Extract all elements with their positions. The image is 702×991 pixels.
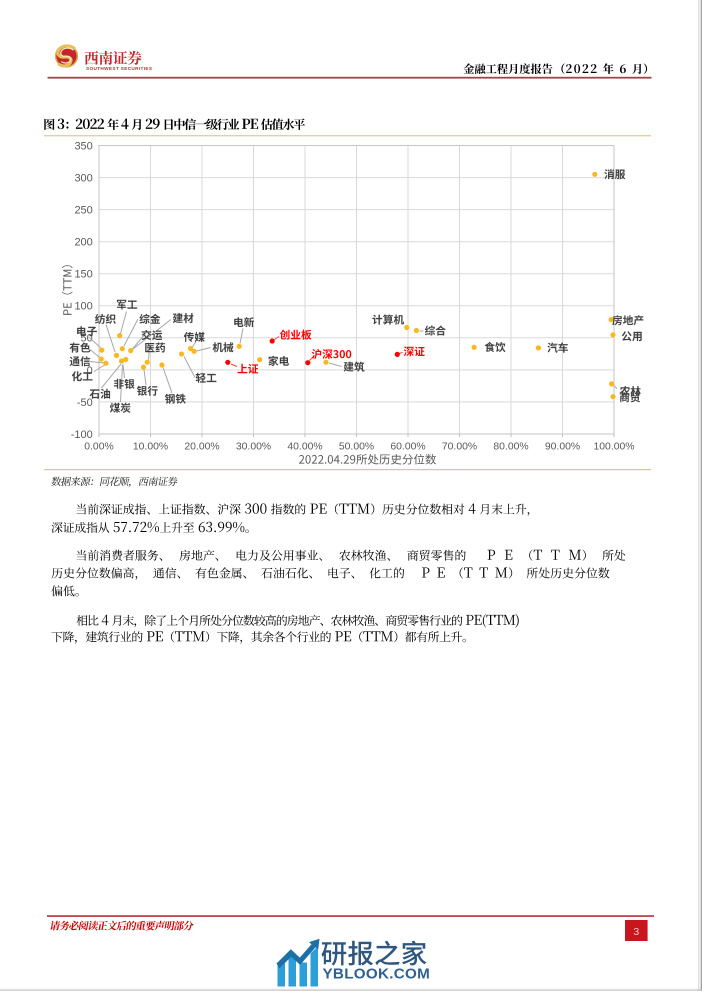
svg-text:150: 150	[74, 269, 92, 281]
svg-text:300: 300	[74, 173, 92, 185]
svg-text:40.00%: 40.00%	[287, 442, 322, 453]
svg-text:50.00%: 50.00%	[339, 442, 374, 453]
svg-text:10.00%: 10.00%	[133, 442, 168, 453]
svg-text:100.00%: 100.00%	[593, 442, 634, 453]
svg-text:20.00%: 20.00%	[184, 442, 219, 453]
svg-text:250: 250	[74, 205, 92, 217]
svg-text:3: 3	[633, 926, 639, 938]
svg-text:-50: -50	[77, 397, 93, 409]
svg-text:200: 200	[74, 237, 92, 249]
svg-text:SOUTHWEST SECURITIES: SOUTHWEST SECURITIES	[86, 66, 152, 71]
svg-text:60.00%: 60.00%	[390, 442, 425, 453]
svg-text:80.00%: 80.00%	[493, 442, 528, 453]
svg-text:0: 0	[87, 365, 93, 377]
svg-text:100: 100	[74, 301, 92, 313]
svg-text:350: 350	[74, 140, 92, 152]
svg-text:30.00%: 30.00%	[236, 442, 271, 453]
svg-text:70.00%: 70.00%	[442, 442, 477, 453]
svg-text:-100: -100	[71, 429, 93, 441]
svg-text:0.00%: 0.00%	[84, 442, 113, 453]
svg-text:YBLOOK.COM: YBLOOK.COM	[323, 966, 431, 983]
svg-text:90.00%: 90.00%	[545, 442, 580, 453]
